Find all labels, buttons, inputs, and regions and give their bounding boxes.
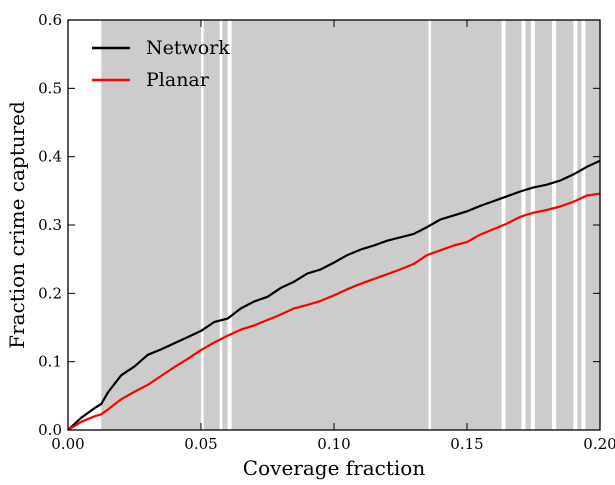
shaded-band-10 (585, 20, 600, 430)
y-tick-label: 0.6 (38, 11, 62, 29)
y-tick-label: 0.4 (38, 148, 62, 166)
x-tick-label: 0.00 (51, 435, 84, 453)
y-tick-label: 0.2 (38, 284, 62, 302)
series-line-planar (67, 192, 601, 431)
shaded-band-6 (525, 20, 531, 430)
x-axis-label: Coverage fraction (243, 456, 426, 480)
shaded-band-8 (556, 20, 574, 430)
y-tick-label: 0.5 (38, 79, 62, 97)
x-tick-label: 0.20 (583, 435, 615, 453)
shaded-band-7 (534, 20, 553, 430)
shaded-intervals (101, 20, 600, 430)
shaded-band-5 (505, 20, 522, 430)
x-tick-label: 0.05 (184, 435, 217, 453)
x-tick-label: 0.15 (450, 435, 483, 453)
x-tick-label: 0.10 (317, 435, 350, 453)
legend: Network Planar (92, 37, 230, 91)
legend-label-network: Network (146, 37, 230, 59)
shaded-band-9 (577, 20, 582, 430)
series-line-network (67, 159, 601, 431)
y-tick-label: 0.1 (38, 353, 62, 371)
y-tick-label: 0.3 (38, 216, 62, 234)
shaded-band-2 (222, 20, 228, 430)
y-axis-label: Fraction crime captured (5, 101, 29, 349)
axis-ticks: 0.00 0.05 0.10 0.15 0.20 0.0 0.1 0.2 0.3 0.4 0.5 0.… (38, 11, 615, 453)
y-tick-label: 0.0 (38, 421, 62, 439)
shaded-band-4 (431, 20, 502, 430)
series-lines (67, 159, 601, 431)
legend-label-planar: Planar (146, 69, 210, 91)
shaded-band-3 (231, 20, 429, 430)
